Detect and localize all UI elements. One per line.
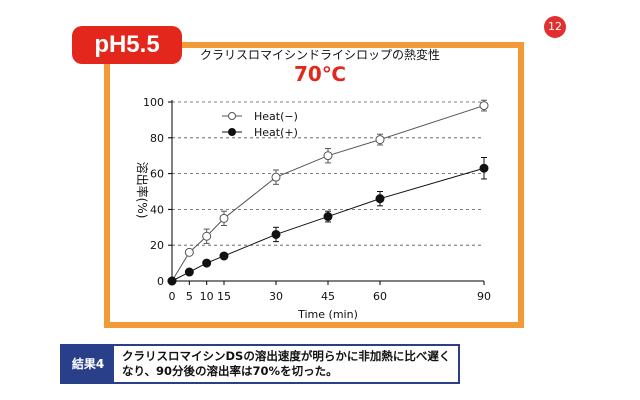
series-line-0 [171, 105, 485, 282]
data-point-s0-5 [184, 247, 194, 257]
legend-label-heat-plus: Heat(+) [254, 126, 298, 139]
x-tick-label-15: 15 [217, 290, 231, 303]
series-line-1 [171, 167, 485, 282]
x-axis-title: Time (min) [297, 308, 358, 321]
y-tick-label-40: 40 [150, 203, 164, 216]
data-point-s0-60 [375, 135, 385, 145]
x-tick-label-45: 45 [321, 290, 335, 303]
y-tick-label-60: 60 [150, 168, 164, 181]
legend-marker-heat-plus [228, 128, 236, 136]
data-point-s1-5 [184, 267, 194, 277]
data-point-s1-90 [479, 163, 489, 173]
data-point-s1-60 [375, 194, 385, 204]
y-tick-label-20: 20 [150, 239, 164, 252]
x-tick-label-0: 0 [169, 290, 176, 303]
series-marks [167, 99, 489, 286]
data-point-s0-30 [271, 172, 281, 182]
x-tick-label-5: 5 [186, 290, 193, 303]
ph-label: pH5.5 [72, 26, 182, 64]
x-tick-label-90: 90 [477, 290, 491, 303]
data-point-s0-90 [479, 101, 489, 111]
data-point-s1-45 [323, 212, 333, 222]
legend: Heat(−) Heat(+) [222, 110, 298, 139]
data-point-s1-0 [167, 276, 177, 286]
x-tick-label-60: 60 [373, 290, 387, 303]
y-axis-title: 溶出率(%) [135, 162, 150, 219]
x-tick-label-10: 10 [200, 290, 214, 303]
y-tick-label-0: 0 [157, 275, 164, 288]
y-tick-label-100: 100 [143, 96, 164, 109]
result-label: 結果4 [62, 346, 114, 382]
result-box: 結果4 クラリスロマイシンDSの溶出速度が明らかに非加熱に比べ遅くなり、90分後… [60, 344, 460, 384]
chart-subtitle: 70℃ [293, 62, 347, 86]
data-point-s0-45 [323, 151, 333, 161]
page-number-badge: 12 [544, 16, 566, 38]
data-point-s1-30 [271, 229, 281, 239]
axes [171, 100, 484, 282]
data-point-s0-15 [219, 213, 229, 223]
data-point-s1-15 [219, 251, 229, 261]
grid-lines [172, 101, 484, 246]
legend-label-heat-minus: Heat(−) [254, 110, 298, 123]
x-tick-label-30: 30 [269, 290, 283, 303]
legend-marker-heat-minus [228, 112, 236, 120]
chart-title: クラリスロマイシンドライシロップの熱変性 [199, 48, 440, 62]
y-tick-label-80: 80 [150, 132, 164, 145]
data-point-s0-10 [202, 231, 212, 241]
data-point-s1-10 [202, 258, 212, 268]
result-text: クラリスロマイシンDSの溶出速度が明らかに非加熱に比べ遅くなり、90分後の溶出率… [122, 349, 451, 378]
